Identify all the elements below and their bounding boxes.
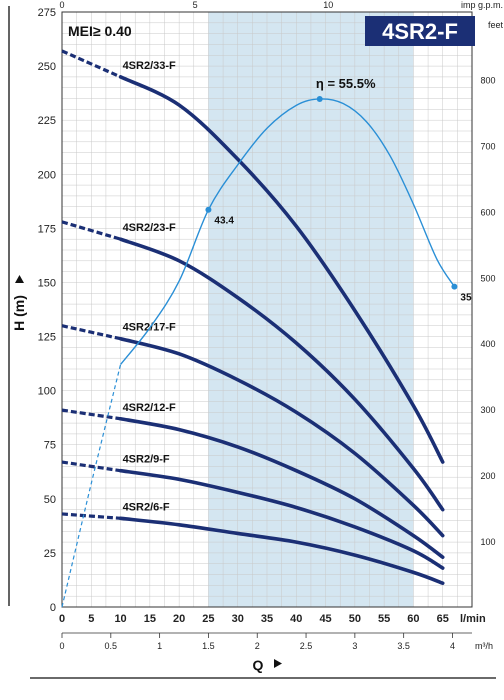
x-axis-m3h-ticks: 0 0.5 1 1.5 2 2.5 3 3.5 4 bbox=[59, 632, 472, 651]
efficiency-marker bbox=[451, 283, 458, 290]
y-tick-label: 200 bbox=[38, 169, 56, 181]
y-tick-label: 50 bbox=[44, 494, 56, 506]
x-m3h-tick-label: 2 bbox=[255, 641, 260, 651]
efficiency-marker bbox=[205, 206, 212, 213]
head-curve-extension bbox=[61, 460, 121, 473]
top-tick-label: 10 bbox=[323, 0, 333, 10]
x-m3h-tick-label: 0 bbox=[59, 641, 64, 651]
x-tick-label: 50 bbox=[349, 613, 361, 625]
y-axis-title: H (m) bbox=[11, 295, 27, 331]
x-tick-label: 15 bbox=[144, 613, 156, 625]
x-m3h-tick-label: 1 bbox=[157, 641, 162, 651]
x-unit-label: l/min bbox=[460, 613, 486, 625]
efficiency-marker bbox=[316, 95, 323, 102]
top-unit-label: imp g.p.m. bbox=[461, 0, 503, 10]
x-tick-label: 45 bbox=[319, 613, 331, 625]
y-axis-ticks: 0 25 50 75 100 125 150 175 200 225 250 275 bbox=[38, 7, 56, 614]
y-tick-label: 0 bbox=[50, 602, 56, 614]
efficiency-peak-label: η = 55.5% bbox=[316, 76, 376, 91]
x-m3h-tick-label: 4 bbox=[450, 641, 455, 651]
right-tick-label: 600 bbox=[480, 207, 495, 217]
y-tick-label: 175 bbox=[38, 223, 56, 235]
x-tick-label: 25 bbox=[202, 613, 214, 625]
right-tick-label: 300 bbox=[480, 405, 495, 415]
y-tick-label: 150 bbox=[38, 277, 56, 289]
y-tick-label: 100 bbox=[38, 386, 56, 398]
efficiency-extension bbox=[61, 364, 122, 608]
head-curve bbox=[118, 237, 445, 512]
top-tick-label: 5 bbox=[193, 0, 198, 10]
right-axis-ticks: 100 200 300 400 500 600 700 800 bbox=[480, 75, 495, 547]
model-badge: 4SR2-F bbox=[382, 19, 458, 44]
x-m3h-tick-label: 1.5 bbox=[202, 641, 215, 651]
right-tick-label: 500 bbox=[480, 273, 495, 283]
efficiency-curve: 43.4 35 η = 55.5% bbox=[61, 76, 472, 608]
x-tick-label: 40 bbox=[290, 613, 302, 625]
y-tick-label: 125 bbox=[38, 332, 56, 344]
x-tick-label: 30 bbox=[232, 613, 244, 625]
x-tick-label: 35 bbox=[261, 613, 273, 625]
right-unit-label: feet bbox=[488, 20, 504, 30]
x-m3h-tick-label: 3.5 bbox=[397, 641, 410, 651]
plot-frame bbox=[61, 11, 473, 608]
curve-label: 4SR2/12-F bbox=[123, 402, 176, 414]
x-tick-label: 60 bbox=[407, 613, 419, 625]
head-curve-extension bbox=[61, 220, 122, 241]
x-tick-label: 20 bbox=[173, 613, 185, 625]
head-curve-extension bbox=[61, 324, 121, 341]
x-tick-label: 55 bbox=[378, 613, 390, 625]
x-m3h-tick-label: 2.5 bbox=[300, 641, 313, 651]
grid-lines bbox=[62, 12, 472, 607]
head-curve bbox=[118, 75, 445, 464]
x-tick-label: 0 bbox=[59, 613, 65, 625]
curve-label: 4SR2/9-F bbox=[123, 454, 170, 466]
y-tick-label: 25 bbox=[44, 548, 56, 560]
mei-label: MEI≥ 0.40 bbox=[68, 23, 132, 39]
top-tick-label: 0 bbox=[59, 0, 64, 10]
curve-label: 4SR2/23-F bbox=[123, 222, 176, 234]
head-curve bbox=[118, 468, 445, 570]
x-tick-label: 10 bbox=[114, 613, 126, 625]
right-tick-label: 400 bbox=[480, 339, 495, 349]
y-axis-arrow-icon bbox=[15, 275, 24, 283]
right-tick-label: 800 bbox=[480, 75, 495, 85]
y-tick-label: 225 bbox=[38, 115, 56, 127]
curve-label: 4SR2/6-F bbox=[123, 501, 170, 513]
model-badge-box bbox=[365, 16, 475, 46]
head-curves: 4SR2/33-F4SR2/23-F4SR2/17-F4SR2/12-F4SR2… bbox=[61, 49, 445, 585]
head-curve-extension bbox=[61, 49, 122, 79]
efficiency-marker-label: 35 bbox=[460, 293, 472, 304]
x-unit-m3h-label: m³/h bbox=[475, 641, 493, 651]
x-axis-arrow-icon bbox=[274, 659, 282, 668]
y-tick-label: 250 bbox=[38, 61, 56, 73]
right-tick-label: 200 bbox=[480, 471, 495, 481]
efficiency-line bbox=[120, 98, 456, 365]
head-curve-extension bbox=[61, 512, 121, 520]
efficiency-marker-label: 43.4 bbox=[214, 216, 234, 227]
y-tick-label: 275 bbox=[38, 7, 56, 19]
head-curve bbox=[118, 336, 445, 538]
y-tick-label: 75 bbox=[44, 440, 56, 452]
x-tick-label: 65 bbox=[437, 613, 449, 625]
curve-label: 4SR2/33-F bbox=[123, 60, 176, 72]
head-curve bbox=[118, 416, 445, 560]
head-curve bbox=[118, 516, 445, 585]
x-m3h-tick-label: 0.5 bbox=[105, 641, 118, 651]
top-axis-ticks: 0 5 10 bbox=[59, 0, 333, 10]
right-tick-label: 100 bbox=[480, 537, 495, 547]
x-axis-title: Q bbox=[253, 657, 264, 673]
right-tick-label: 700 bbox=[480, 141, 495, 151]
y-axis-title-group: H (m) bbox=[11, 275, 27, 331]
x-axis-ticks: 0 5 10 15 20 25 30 35 40 45 50 55 60 65 bbox=[59, 613, 449, 625]
head-curve-extension bbox=[61, 408, 121, 421]
x-m3h-tick-label: 3 bbox=[352, 641, 357, 651]
x-tick-label: 5 bbox=[88, 613, 94, 625]
